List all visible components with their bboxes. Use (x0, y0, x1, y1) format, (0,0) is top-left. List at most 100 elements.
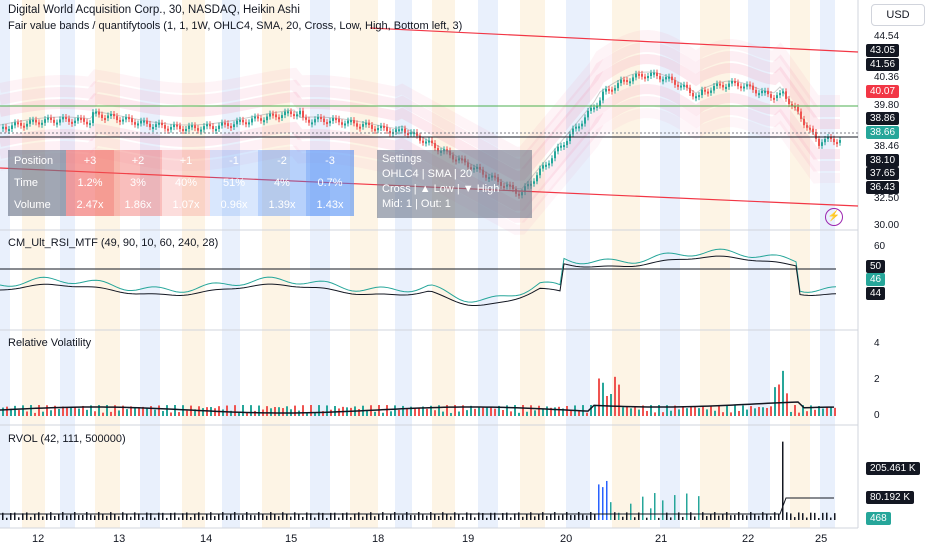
rsi-tick: 50 (866, 260, 886, 273)
rvol-bar (310, 513, 312, 520)
volatility-bar (594, 404, 596, 416)
candle-body (356, 123, 358, 127)
candle-body (689, 87, 691, 93)
rvol-bar (494, 512, 496, 520)
rvol-bar (266, 515, 268, 520)
rvol-bar (758, 515, 760, 520)
rvol-bar (550, 514, 552, 520)
session-shade (262, 0, 290, 528)
candle-body (617, 83, 619, 89)
candle-body (203, 126, 205, 130)
rvol-bar (526, 513, 528, 520)
rvol-bar (766, 514, 768, 520)
session-shade (310, 0, 330, 528)
table-cell: 51% (210, 172, 258, 194)
candle-body (284, 111, 286, 116)
volatility-bar (722, 412, 724, 416)
rvol-bar (506, 512, 508, 520)
rvol-bar (826, 512, 828, 520)
volatility-bar (390, 411, 392, 416)
candle-body (677, 84, 679, 87)
rvol-bar (406, 512, 408, 520)
rvol-bar (362, 516, 364, 520)
candle-body (20, 122, 22, 126)
candle-body (665, 77, 667, 80)
indicator-fair-value-label[interactable]: Fair value bands / quantifytools (1, 1, … (8, 20, 463, 32)
candle-body (224, 122, 226, 125)
volatility-bar (446, 405, 448, 416)
time-tick: 21 (655, 533, 668, 545)
volatility-bar (510, 411, 512, 416)
volatility-bar (406, 408, 408, 416)
volatility-indicator-label[interactable]: Relative Volatility (8, 337, 92, 349)
rvol-bar (350, 517, 352, 520)
candle-body (146, 120, 148, 124)
rvol-bar (182, 513, 184, 520)
candle-body (581, 123, 583, 127)
candle-body (140, 120, 142, 124)
rvol-bar (498, 517, 500, 520)
rvol-bar (186, 512, 188, 520)
volatility-bar (62, 406, 64, 416)
volatility-bar (558, 406, 560, 416)
time-tick: 18 (372, 533, 385, 545)
rvol-bar (70, 514, 72, 520)
rvol-bar (726, 512, 728, 520)
rvol-bar (346, 512, 348, 520)
candle-body (542, 165, 544, 169)
rvol-bar (722, 514, 724, 520)
session-shade (222, 0, 240, 528)
candle-body (170, 127, 172, 130)
volatility-bar (22, 405, 24, 416)
rvol-bar (762, 512, 764, 520)
time-tick: 25 (815, 533, 828, 545)
rvol-bar (262, 514, 264, 520)
volatility-bar (710, 405, 712, 416)
candle-body (797, 106, 799, 112)
candle-body (38, 122, 40, 125)
volatility-bar (522, 405, 524, 416)
volatility-bar (734, 405, 736, 416)
candle-body (131, 118, 133, 123)
volatility-bar (530, 405, 532, 416)
candle-body (548, 163, 550, 166)
rvol-bar (454, 512, 456, 520)
rvol-bar (322, 512, 324, 520)
currency-button[interactable]: USD (871, 4, 925, 26)
rvol-bar (278, 516, 280, 520)
rvol-bar (42, 516, 44, 520)
volatility-bar (718, 405, 720, 416)
rvol-bar (414, 515, 416, 520)
volatility-bar (714, 410, 716, 416)
volatility-average (0, 401, 835, 414)
rvol-bar (94, 515, 96, 520)
fair-value-table: Position +3 +2 +1 -1 -2 -3 Time 1.2% 3% … (8, 150, 354, 216)
candle-body (101, 114, 103, 119)
candle-body (32, 119, 34, 122)
lightning-icon[interactable]: ⚡ (825, 208, 843, 226)
candle-body (368, 122, 370, 125)
volatility-bar (742, 405, 744, 416)
rsi-signal-line (0, 255, 837, 307)
rvol-bar (110, 512, 112, 520)
volatility-bar (26, 411, 28, 416)
candle-body (122, 119, 124, 122)
candle-body (599, 100, 601, 106)
candle-body (290, 111, 292, 115)
volatility-bar (622, 407, 624, 416)
rsi-indicator-label[interactable]: CM_Ult_RSI_MTF (49, 90, 10, 60, 240, 28) (8, 237, 219, 249)
current-price-tag: 38.66 (866, 126, 900, 139)
volatility-bar (274, 406, 276, 416)
candle-body (422, 140, 424, 143)
rvol-indicator-label[interactable]: RVOL (42, 111, 500000) (8, 433, 126, 445)
volatility-bar (642, 405, 644, 416)
candle-body (728, 83, 730, 87)
candle-body (635, 73, 637, 78)
rvol-bar (50, 512, 52, 520)
rvol-bar (482, 512, 484, 520)
rvol-bar (366, 513, 368, 520)
candle-body (437, 148, 439, 152)
time-tick: 19 (462, 533, 475, 545)
candle-body (566, 141, 568, 146)
